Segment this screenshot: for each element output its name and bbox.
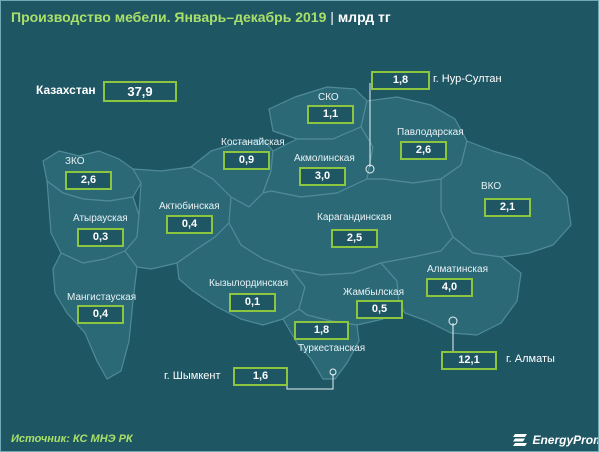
city-marker-shymkent [329,368,337,376]
value-box-turkestan: 1,8 [294,321,349,340]
region-label-kyzylorda: Кызылординская [209,278,289,289]
value-box-pavlodar: 2,6 [400,141,447,160]
value-box-mangystau: 0,4 [77,305,124,324]
value-box-sko: 1,1 [307,105,354,124]
source-note: Источник: КС МНЭ РК [11,433,133,445]
region-label-karaganda: Карагандинская [317,212,392,223]
region-label-sko: СКО [318,92,339,103]
value-box-vko: 2,1 [484,198,531,217]
value-box-karaganda: 2,5 [331,229,378,248]
value-box-aktobe: 0,4 [166,215,213,234]
value-box-akmola: 3,0 [299,167,346,186]
value-box-kyzylorda: 0,1 [229,293,276,312]
energyprom-logo-icon [513,433,527,446]
city-marker-almaty [448,316,458,326]
city-label-nur-sultan: г. Нур-Султан [433,73,502,85]
region-label-zhambyl: Жамбылская [343,287,404,298]
value-box-zhambyl: 0,5 [356,300,403,319]
region-pavlodar [360,96,468,184]
region-label-zko: ЗКО [65,156,85,167]
region-label-mangystau: Мангистауская [67,292,137,303]
title-main: Производство мебели. Январь–декабрь 2019 [11,9,327,25]
region-label-aktobe: Актюбинская [159,201,220,212]
region-label-kostanay: Костанайская [221,137,285,148]
chart-title: Производство мебели. Январь–декабрь 2019… [11,9,391,25]
region-label-atyrau: Атырауская [73,213,128,224]
title-unit: млрд тг [337,9,391,25]
logo-text: EnergyProm [532,432,599,447]
region-label-vko: ВКО [481,181,502,192]
energyprom-logo: EnergyProm [512,431,599,447]
city-label-almaty: г. Алматы [506,353,555,365]
value-box-almaty-city: 12,1 [441,351,497,370]
value-box-atyrau: 0,3 [77,228,124,247]
region-label-turkestan: Туркестанская [298,343,366,354]
value-box-zko: 2,6 [65,171,112,190]
title-separator: | [326,9,338,25]
region-label-almaty: Алматинская [427,264,488,275]
value-box-nur-sultan: 1,8 [371,71,430,90]
value-box-kostanay: 0,9 [223,151,270,170]
value-box-shymkent: 1,6 [233,367,288,386]
total-label: Казахстан [36,83,96,97]
value-box-almaty: 4,0 [426,278,473,297]
region-label-akmola: Акмолинская [294,153,355,164]
city-label-shymkent: г. Шымкент [164,370,221,382]
total-value: 37,9 [103,81,177,102]
city-marker-nur-sultan [365,164,375,174]
region-label-pavlodar: Павлодарская [397,127,464,138]
